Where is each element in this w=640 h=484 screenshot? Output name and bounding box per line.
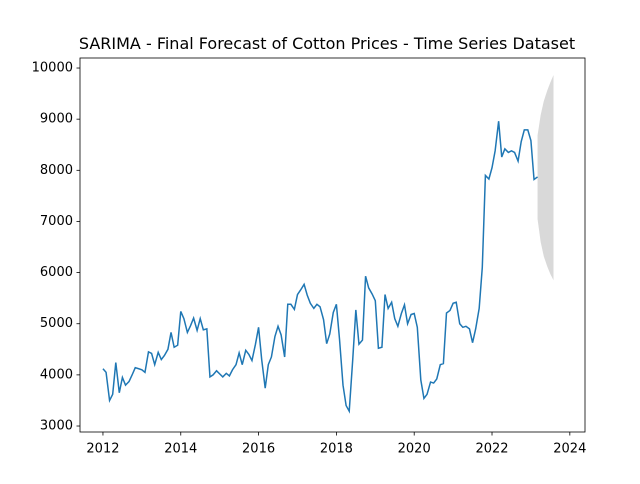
- y-tick-label: 3000: [40, 419, 73, 434]
- y-tick-label: 7000: [40, 214, 73, 229]
- x-tick-label: 2012: [86, 442, 119, 457]
- y-tick-label: 6000: [40, 265, 73, 280]
- confidence-band: [537, 75, 554, 281]
- x-tick-label: 2018: [320, 442, 353, 457]
- x-tick-label: 2024: [553, 442, 586, 457]
- x-tick-label: 2022: [475, 442, 508, 457]
- x-tick-label: 2016: [242, 442, 275, 457]
- y-tick-label: 8000: [40, 163, 73, 178]
- x-tick-label: 2014: [164, 442, 197, 457]
- data-line: [102, 121, 538, 414]
- y-tick-label: 10000: [32, 61, 73, 76]
- plot-frame: [79, 57, 586, 433]
- y-tick-label: 5000: [40, 316, 73, 331]
- chart-title: SARIMA - Final Forecast of Cotton Prices…: [79, 34, 575, 53]
- y-tick-label: 4000: [40, 367, 73, 382]
- x-tick-label: 2020: [398, 442, 431, 457]
- y-tick-label: 9000: [40, 112, 73, 127]
